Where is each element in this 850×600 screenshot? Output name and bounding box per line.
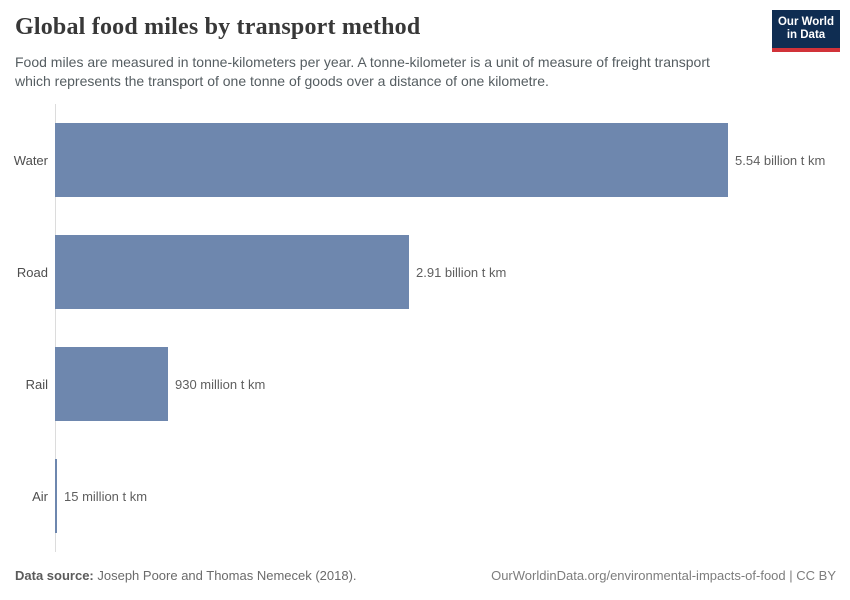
chart-subtitle: Food miles are measured in tonne-kilomet… [15,54,710,89]
bar-row-road: Road 2.91 billion t km [0,216,850,328]
category-label-road: Road [16,264,48,280]
value-label-road: 2.91 billion t km [416,264,507,280]
value-label-rail: 930 million t km [175,376,266,392]
bar-air[interactable] [55,459,57,533]
category-label-rail: Rail [25,376,48,392]
owid-logo-line2: in Data [786,29,826,41]
bar-road[interactable] [55,235,409,309]
owid-url-link[interactable]: OurWorldinData.org/environmental-impacts… [491,568,786,583]
bar-rows-container: Water 5.54 billion t km Road 2.91 billion t… [0,104,850,552]
category-label-air: Air [32,488,48,504]
data-source-note: Data source: Joseph Poore and Thomas Nem… [15,568,357,583]
bar-water[interactable] [55,123,728,197]
bar-rail[interactable] [55,347,168,421]
bar-row-water: Water 5.54 billion t km [0,104,850,216]
chart-footer: Data source: Joseph Poore and Thomas Nem… [15,568,836,583]
bar-chart-area: Water 5.54 billion t km Road 2.91 billion t… [0,104,850,552]
chart-title: Global food miles by transport method [15,14,421,40]
category-label-water: Water [13,152,48,168]
y-axis-line [55,104,56,552]
value-label-air: 15 million t km [64,488,148,504]
license-link[interactable]: CC BY [796,568,836,583]
value-label-water: 5.54 billion t km [735,152,826,168]
bar-row-air: Air 15 million t km [0,440,850,552]
data-source-text: Joseph Poore and Thomas Nemecek (2018). [93,568,357,583]
data-source-label: Data source: [15,568,94,583]
attribution: OurWorldinData.org/environmental-impacts… [491,568,836,583]
bar-row-rail: Rail 930 million t km [0,328,850,440]
owid-logo[interactable]: Our World in Data [772,10,840,52]
attribution-separator: | [785,568,797,583]
owid-logo-line1: Our World [777,16,834,28]
